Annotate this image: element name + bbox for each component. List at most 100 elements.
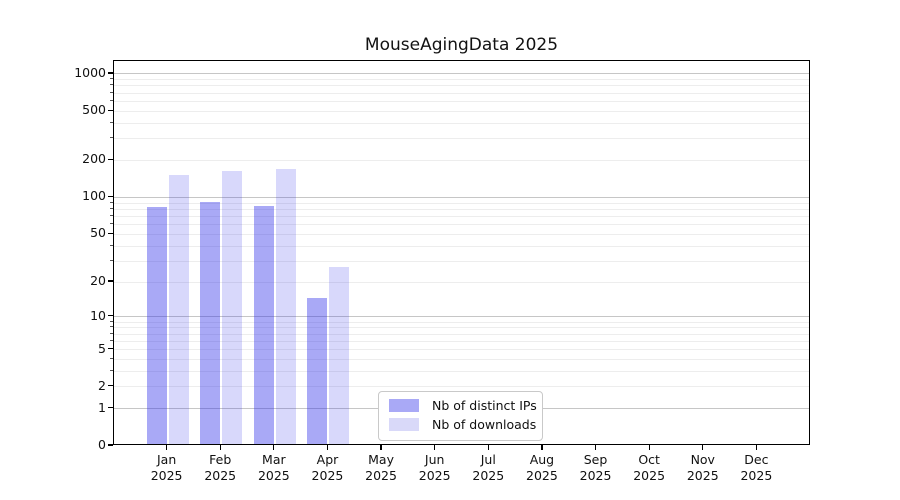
month-label: Mar: [262, 452, 286, 467]
y-tick-label: 50: [90, 225, 106, 241]
y-gridline-minor: [114, 79, 809, 81]
bar: [275, 169, 296, 444]
y-tick: [108, 72, 113, 74]
y-tick-label: 1: [98, 399, 106, 415]
y-gridline-minor: [114, 370, 809, 372]
month-label: Aug: [529, 452, 555, 467]
legend-swatch: [389, 399, 419, 412]
y-gridline-minor: [114, 110, 809, 112]
y-minor-tick: [110, 320, 113, 322]
x-tick-label: Sep 2025: [564, 452, 628, 483]
y-minor-tick: [110, 326, 113, 328]
y-minor-tick: [110, 369, 113, 371]
y-gridline-minor: [114, 208, 809, 210]
y-minor-tick: [110, 91, 113, 93]
legend: Nb of distinct IPs Nb of downloads: [378, 391, 543, 441]
y-gridline-minor: [114, 100, 809, 102]
y-minor-tick: [110, 244, 113, 246]
y-minor-tick: [110, 121, 113, 123]
y-tick: [108, 315, 113, 317]
bar: [307, 298, 328, 444]
legend-item: Nb of distinct IPs: [389, 398, 537, 413]
y-tick-label: 2: [98, 377, 106, 393]
y-tick-label: 10: [90, 307, 106, 323]
y-minor-tick: [110, 99, 113, 101]
y-tick-label: 500: [82, 102, 106, 118]
y-gridline-minor: [114, 202, 809, 204]
x-tick-label: Mar 2025: [242, 452, 306, 483]
year-label: 2025: [740, 467, 773, 483]
legend-label: Nb of downloads: [432, 417, 537, 432]
y-tick: [108, 232, 113, 234]
legend-swatch: [389, 418, 419, 431]
y-gridline-minor: [114, 333, 809, 335]
y-tick: [108, 385, 113, 387]
x-tick: [648, 445, 650, 450]
y-minor-tick: [110, 137, 113, 139]
x-tick: [487, 445, 489, 450]
y-gridline-minor: [114, 386, 809, 388]
y-tick: [108, 407, 113, 409]
x-tick: [273, 445, 275, 450]
month-label: Sep: [583, 452, 608, 467]
y-gridline-minor: [114, 349, 809, 350]
y-tick-label: 20: [90, 273, 106, 289]
x-tick-label: May 2025: [349, 452, 413, 483]
y-tick-label: 5: [98, 340, 106, 356]
y-gridline-major: [114, 73, 809, 75]
x-tick-label: Aug 2025: [510, 452, 574, 483]
y-gridline-major: [114, 196, 809, 198]
bar: [200, 201, 221, 444]
y-tick: [108, 158, 113, 160]
x-tick-label: Nov 2025: [671, 452, 735, 483]
year-label: 2025: [472, 467, 505, 483]
y-gridline-minor: [114, 233, 809, 235]
y-gridline-minor: [114, 159, 809, 161]
bar: [222, 171, 243, 444]
y-minor-tick: [110, 259, 113, 261]
y-minor-tick: [110, 339, 113, 341]
x-tick: [219, 445, 221, 450]
x-tick-label: Jan 2025: [135, 452, 199, 483]
month-label: Dec: [744, 452, 769, 467]
month-label: Oct: [638, 452, 660, 467]
y-tick: [108, 347, 113, 350]
x-tick: [380, 445, 382, 450]
year-label: 2025: [365, 467, 397, 483]
plot-area: [113, 60, 810, 445]
year-label: 2025: [204, 467, 237, 483]
bar: [329, 266, 350, 444]
bar: [146, 207, 167, 444]
legend-label: Nb of distinct IPs: [432, 398, 537, 413]
x-tick: [594, 445, 597, 450]
y-gridline-minor: [114, 138, 809, 140]
x-tick: [702, 445, 704, 450]
x-tick: [326, 445, 329, 450]
x-tick: [541, 445, 543, 450]
x-tick-label: Feb 2025: [188, 452, 252, 483]
month-label: Apr: [316, 452, 339, 467]
chart-title: MouseAgingData 2025: [364, 35, 559, 55]
y-tick-label: 0: [98, 437, 106, 452]
y-minor-tick: [110, 78, 113, 80]
month-label: Nov: [690, 452, 715, 467]
y-gridline-minor: [114, 358, 809, 360]
y-gridline-minor: [114, 281, 809, 283]
month-label: Feb: [209, 452, 232, 467]
y-gridline-minor: [114, 122, 809, 124]
y-minor-tick: [110, 207, 113, 209]
y-tick: [108, 109, 113, 111]
y-minor-tick: [110, 214, 113, 216]
x-tick: [755, 445, 757, 450]
x-tick-label: Oct 2025: [617, 452, 681, 483]
y-tick-label: 1000: [74, 64, 106, 80]
y-gridline-minor: [114, 327, 809, 329]
y-minor-tick: [110, 201, 113, 203]
y-tick: [108, 195, 113, 198]
year-label: 2025: [311, 467, 344, 483]
y-gridline-major: [114, 316, 809, 318]
x-tick-label: Jul 2025: [456, 452, 520, 483]
year-label: 2025: [257, 467, 290, 483]
legend-item: Nb of downloads: [389, 417, 537, 432]
